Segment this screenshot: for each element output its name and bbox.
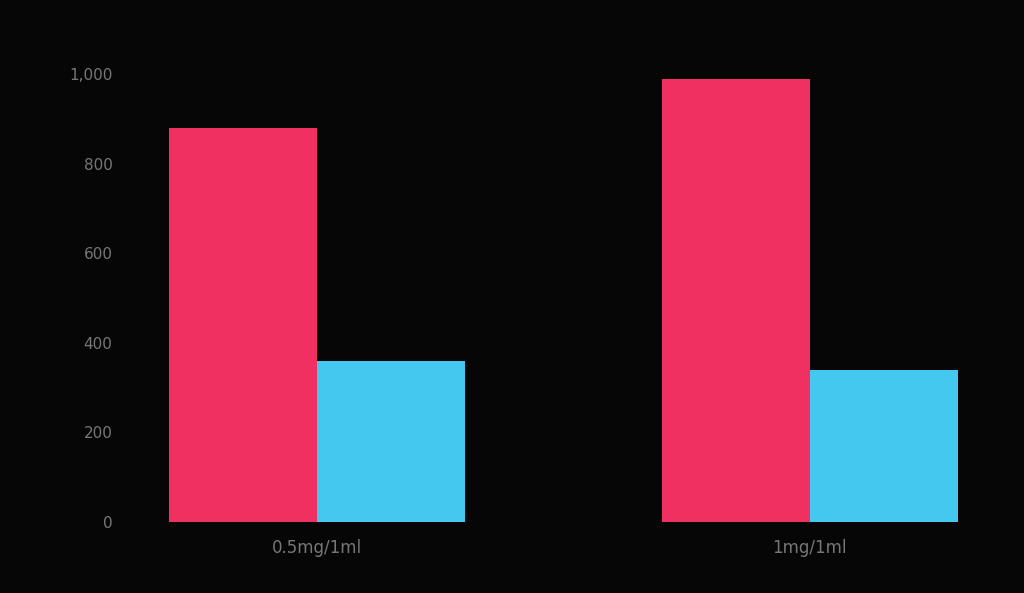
Bar	[662, 79, 810, 522]
Bar	[810, 369, 957, 522]
Bar	[316, 361, 465, 522]
Bar	[169, 128, 316, 522]
